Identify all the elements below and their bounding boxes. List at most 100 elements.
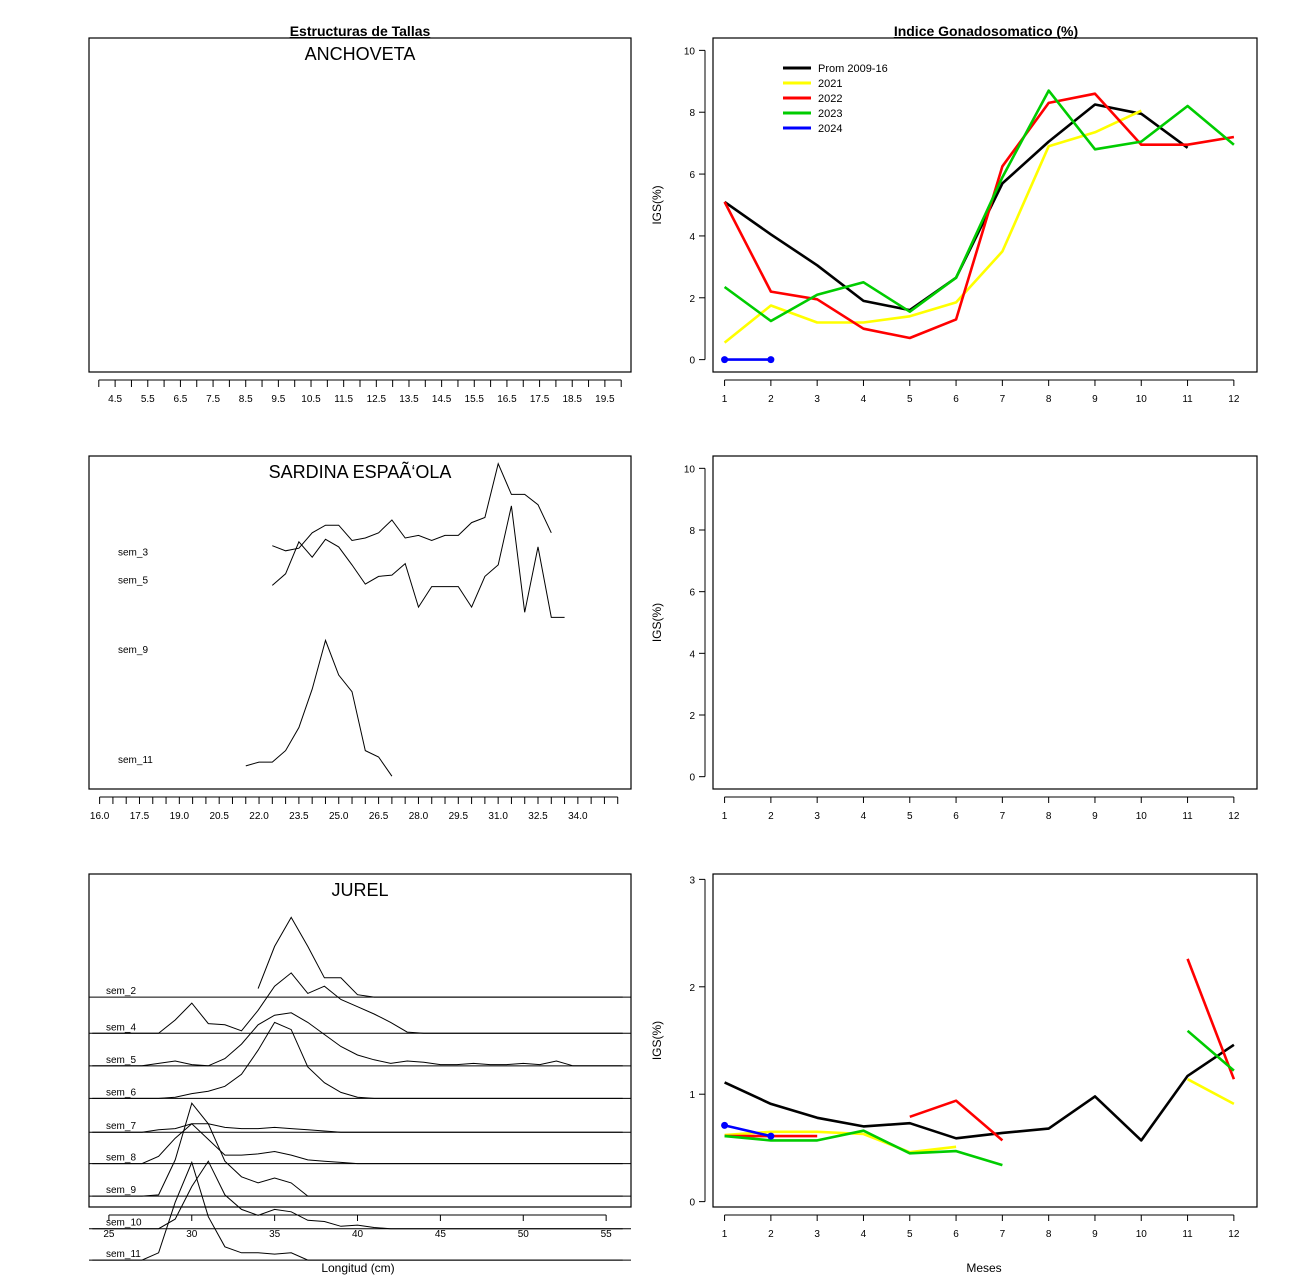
y-tick-label: 2 (689, 711, 695, 722)
x-tick-label: 4 (861, 811, 867, 822)
legend-label: 2024 (818, 123, 842, 135)
x-tick-label: 26.5 (369, 811, 389, 822)
series-label-sem_9: sem_9 (106, 1185, 136, 1196)
series-label-sem_6: sem_6 (106, 1087, 136, 1098)
sard-igs-frame (712, 455, 1258, 790)
series-line-2023 (723, 89, 1235, 323)
x-tick-label: 10 (1136, 1229, 1148, 1240)
x-tick-label: 45 (435, 1229, 447, 1240)
jurel-size-chart: JUREL 25 30 35 40 45 50 55 sem_2 sem_4 sem_5 sem_6s… (88, 873, 632, 1261)
x-tick-label: 2 (768, 1229, 774, 1240)
x-tick-label: 25 (103, 1229, 115, 1240)
series-line-sem_10 (92, 1160, 623, 1230)
right-column-header: Indice Gonadosomatico (%) (894, 23, 1078, 39)
y-tick-label: 0 (689, 773, 695, 784)
sard-tallas-frame (88, 455, 632, 790)
series-line-sem_11 (245, 638, 393, 777)
x-tick-label: 15.5 (465, 394, 485, 405)
sardina-size-chart: SARDINA ESPAÃ‘OLA 16.0 17.5 19.0 20.5 22.0 23.… (88, 455, 632, 822)
chart-title: ANCHOVETA (305, 44, 416, 64)
x-tick-label: 8 (1046, 1229, 1052, 1240)
y-tick-label: 6 (689, 588, 695, 599)
jurel-igs-frame (712, 873, 1258, 1208)
y-tick-label: 0 (689, 356, 695, 367)
x-tick-label: 8 (1046, 394, 1052, 405)
x-tick-label: 1 (722, 394, 728, 405)
x-tick-label: 23.5 (289, 811, 309, 822)
series-line-2022 (1186, 958, 1236, 1080)
series-label-sem_9: sem_9 (118, 645, 148, 656)
x-tick-label: 5.5 (141, 394, 155, 405)
y-tick-label: 4 (689, 649, 695, 660)
legend-label: 2022 (818, 93, 842, 105)
y-tick-label: 4 (689, 232, 695, 243)
series-line-2024 (724, 1124, 772, 1138)
anch-igs-frame (712, 37, 1258, 373)
series-line-2021 (724, 1130, 957, 1154)
x-tick-label: 4.5 (108, 394, 122, 405)
series-label-sem_3: sem_3 (118, 547, 148, 558)
x-tick-label: 11 (1182, 811, 1193, 822)
x-tick-label: 5 (907, 811, 913, 822)
x-tick-label: 12 (1228, 394, 1240, 405)
x-tick-label: 7 (1000, 1229, 1006, 1240)
x-tick-label: 6 (953, 394, 959, 405)
series-label-sem_8: sem_8 (106, 1153, 136, 1164)
series-line-2021 (723, 109, 1142, 344)
x-tick-label: 1 (722, 811, 728, 822)
right-x-axis-label: Meses (966, 1261, 1001, 1275)
y-tick-label: 0 (689, 1198, 695, 1209)
x-tick-label: 16.5 (497, 394, 517, 405)
x-tick-label: 16.0 (90, 811, 110, 822)
y-tick-label: 8 (689, 526, 695, 537)
x-tick-label: 35 (269, 1229, 281, 1240)
series-label-sem_2: sem_2 (106, 986, 136, 997)
x-tick-label: 2 (768, 394, 774, 405)
y-tick-label: 1 (689, 1090, 695, 1101)
x-tick-label: 3 (814, 811, 820, 822)
x-tick-label: 30 (186, 1229, 198, 1240)
y-axis-label: IGS(%) (650, 185, 664, 224)
series-line-sem_2 (257, 916, 623, 998)
x-tick-label: 11.5 (334, 394, 353, 405)
x-tick-label: 11 (1182, 1229, 1193, 1240)
x-tick-label: 14.5 (432, 394, 452, 405)
x-tick-label: 11 (1182, 394, 1193, 405)
chart-title: SARDINA ESPAÃ‘OLA (269, 461, 452, 482)
series-line-sem_7 (92, 1123, 623, 1133)
x-tick-label: 2 (768, 811, 774, 822)
y-tick-label: 10 (684, 46, 696, 57)
y-tick-label: 10 (684, 464, 696, 475)
series-point-2024 (721, 1121, 729, 1129)
x-tick-label: 7 (1000, 394, 1006, 405)
x-tick-label: 9.5 (271, 394, 285, 405)
x-tick-label: 7 (1000, 811, 1006, 822)
left-x-axis-label: Longitud (cm) (321, 1261, 394, 1275)
x-tick-label: 29.5 (449, 811, 469, 822)
x-tick-label: 18.5 (562, 394, 582, 405)
series-line-sem_8 (92, 1123, 623, 1165)
x-tick-label: 34.0 (568, 811, 588, 822)
chart-title: JUREL (331, 880, 388, 900)
series-line-sem_11 (92, 1160, 623, 1261)
x-tick-label: 22.0 (249, 811, 269, 822)
y-tick-label: 6 (689, 170, 695, 181)
anchoveta-size-chart: ANCHOVETA 4.5 5.5 6.5 7.5 8.5 9.5 10.5 11.5 12.5 1… (88, 37, 632, 405)
x-tick-label: 9 (1092, 1229, 1098, 1240)
series-line-2023 (1186, 1029, 1235, 1072)
x-tick-label: 9 (1092, 811, 1098, 822)
x-tick-label: 5 (907, 394, 913, 405)
x-tick-label: 31.0 (488, 811, 508, 822)
y-axis-label: IGS(%) (650, 603, 664, 642)
x-tick-label: 25.0 (329, 811, 349, 822)
x-tick-label: 10.5 (301, 394, 321, 405)
series-point-2024 (767, 1132, 775, 1140)
series-line-sem_6 (92, 1021, 623, 1099)
x-tick-label: 40 (352, 1229, 364, 1240)
x-tick-label: 19.5 (595, 394, 615, 405)
x-tick-label: 10 (1136, 811, 1148, 822)
x-tick-label: 55 (601, 1229, 613, 1240)
